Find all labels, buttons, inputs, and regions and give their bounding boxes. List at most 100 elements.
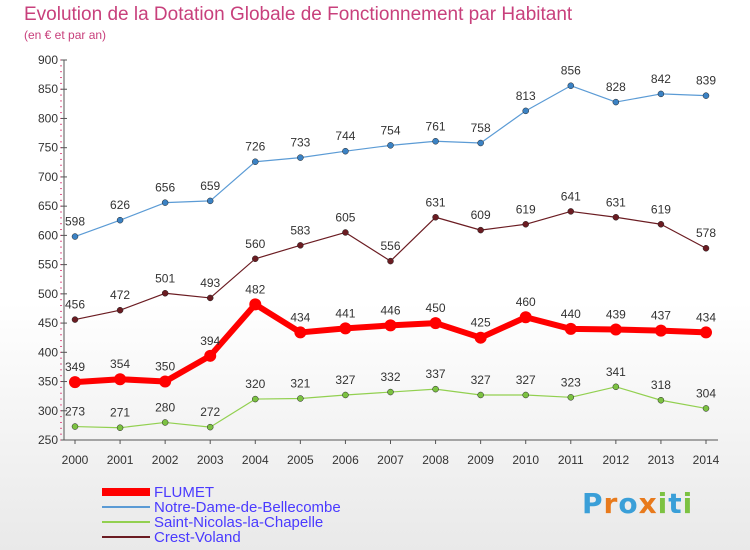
- data-label: 323: [561, 375, 581, 389]
- legend-label: Saint-Nicolas-la-Chapelle: [154, 514, 323, 531]
- y-tick-label: 500: [38, 287, 58, 301]
- data-point: [116, 306, 124, 314]
- data-point: [69, 376, 81, 389]
- data-label: 327: [471, 373, 491, 387]
- data-point: [249, 298, 262, 311]
- data-label: 656: [155, 181, 175, 195]
- data-label: 839: [696, 74, 716, 88]
- data-point: [387, 257, 394, 265]
- x-tick-label: 2014: [693, 453, 720, 467]
- data-label: 450: [426, 301, 446, 315]
- logo-letter: o: [618, 487, 639, 520]
- data-label: 583: [290, 223, 310, 237]
- data-label: 578: [696, 226, 716, 240]
- x-tick-label: 2000: [62, 453, 89, 467]
- legend-label: Notre-Dame-de-Bellecombe: [154, 499, 341, 516]
- data-label: 332: [380, 370, 400, 384]
- y-tick-label: 650: [38, 199, 58, 213]
- data-label: 425: [471, 316, 491, 330]
- data-label: 439: [606, 308, 626, 322]
- chart-title: Evolution de la Dotation Globale de Fonc…: [24, 4, 573, 25]
- series-line: [74, 85, 707, 238]
- data-point: [206, 423, 214, 431]
- data-label: 318: [651, 378, 671, 392]
- data-label: 327: [516, 373, 536, 387]
- data-label: 320: [245, 377, 265, 391]
- data-point: [612, 98, 620, 106]
- data-label: 321: [290, 376, 310, 390]
- x-tick-label: 2007: [377, 453, 404, 467]
- logo-letter: i: [657, 487, 669, 520]
- data-point: [432, 385, 439, 393]
- data-label: 619: [516, 202, 536, 216]
- data-point: [342, 391, 349, 399]
- data-label: 501: [155, 271, 175, 285]
- data-label: 337: [426, 367, 446, 381]
- y-tick-label: 300: [38, 404, 58, 418]
- data-label: 619: [651, 202, 671, 216]
- data-point: [206, 294, 214, 302]
- data-label: 271: [110, 406, 130, 420]
- data-point: [567, 208, 575, 215]
- data-point: [387, 388, 394, 396]
- data-point: [432, 138, 439, 145]
- data-point: [204, 349, 217, 362]
- data-label: 327: [335, 373, 355, 387]
- logo-letter: r: [603, 487, 619, 520]
- x-tick-label: 2011: [558, 453, 584, 467]
- y-tick-label: 450: [38, 316, 58, 330]
- x-tick-label: 2003: [197, 453, 224, 467]
- proxiti-logo: Proxiti: [582, 487, 693, 520]
- x-tick-label: 2013: [648, 453, 675, 467]
- data-point: [252, 158, 259, 165]
- data-label: 856: [561, 64, 581, 78]
- x-tick-label: 2008: [422, 453, 449, 467]
- data-point: [700, 326, 712, 339]
- data-label: 813: [516, 89, 536, 103]
- data-point: [657, 221, 665, 228]
- x-tick-label: 2010: [512, 453, 539, 467]
- y-tick-label: 250: [38, 433, 58, 447]
- data-point: [567, 82, 575, 89]
- data-label: 761: [426, 119, 446, 133]
- data-point: [474, 331, 487, 344]
- data-label: 437: [651, 309, 671, 323]
- data-label: 280: [155, 400, 175, 414]
- y-tick-label: 800: [38, 111, 58, 125]
- x-tick-label: 2012: [603, 453, 630, 467]
- y-tick-label: 700: [38, 170, 58, 184]
- data-label: 434: [696, 310, 716, 324]
- data-point: [252, 255, 259, 263]
- chart-subtitle: (en € et par an): [24, 28, 107, 42]
- data-label: 659: [200, 179, 220, 193]
- data-point: [612, 383, 620, 391]
- data-point: [252, 395, 259, 403]
- data-point: [161, 290, 169, 297]
- logo-letter: x: [638, 487, 658, 520]
- data-point: [114, 373, 127, 386]
- data-point: [294, 326, 307, 339]
- y-tick-label: 900: [38, 53, 58, 67]
- data-point: [654, 324, 667, 337]
- data-label: 758: [471, 121, 491, 135]
- data-label: 446: [380, 303, 400, 317]
- data-point: [384, 319, 397, 332]
- data-label: 350: [155, 360, 175, 374]
- data-point: [657, 396, 665, 404]
- data-point: [564, 322, 577, 335]
- data-label: 631: [606, 195, 626, 209]
- logo-letter: i: [682, 487, 694, 520]
- data-label: 641: [561, 189, 581, 203]
- data-label: 598: [65, 215, 85, 229]
- data-point: [161, 199, 169, 206]
- data-point: [522, 391, 529, 399]
- data-point: [342, 147, 349, 155]
- data-point: [297, 395, 304, 402]
- data-label: 434: [290, 310, 310, 324]
- y-tick-label: 600: [38, 228, 58, 242]
- data-point: [71, 423, 79, 430]
- y-tick-label: 400: [38, 345, 58, 359]
- data-point: [71, 233, 79, 240]
